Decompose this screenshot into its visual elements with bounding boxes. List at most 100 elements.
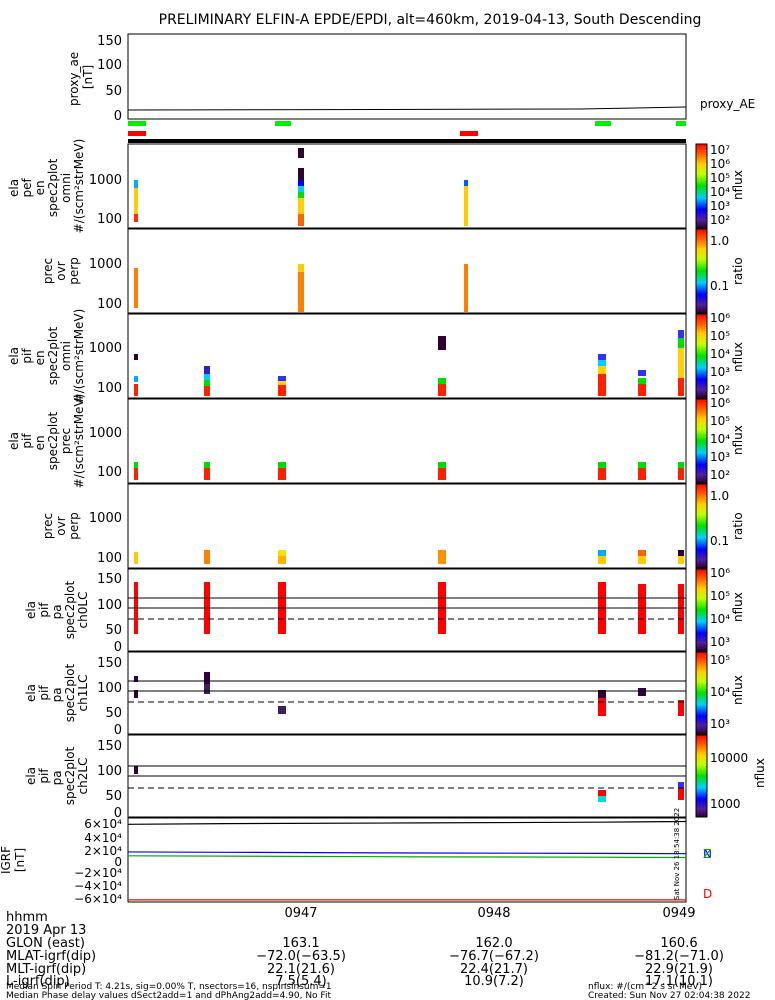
y-tick-label: 150 bbox=[97, 739, 122, 754]
ratio-cell bbox=[438, 550, 446, 564]
spectrum-cell bbox=[638, 370, 646, 376]
colorbar-tick-label: 0.1 bbox=[710, 534, 729, 548]
y-tick-label: −4×10⁴ bbox=[74, 879, 122, 893]
ratio-cell bbox=[298, 272, 304, 312]
legend-label: proxy_AE bbox=[700, 97, 755, 111]
colorbar-tick-label: 10³ bbox=[710, 365, 730, 379]
igrf-series-line bbox=[127, 820, 687, 825]
row-label: hhmm bbox=[6, 910, 48, 925]
pa-cell bbox=[278, 706, 286, 714]
y-tick-label: −2×10⁴ bbox=[74, 866, 122, 880]
spectrum-cell bbox=[204, 374, 210, 380]
spectrum-cell bbox=[134, 188, 138, 218]
row-value: 22.4(21.7) bbox=[460, 962, 528, 977]
time-tick-label: 0949 bbox=[662, 906, 695, 921]
y-tick-label: 0 bbox=[114, 723, 122, 738]
ratio-cell bbox=[204, 550, 210, 564]
colorbar-tick-label: 10⁵ bbox=[710, 653, 730, 667]
ratio-cell bbox=[278, 550, 286, 556]
time-axis: 0947 0948 0949 bbox=[284, 906, 695, 921]
pa-cell bbox=[598, 690, 606, 698]
legend-label-z: Z bbox=[703, 847, 711, 861]
time-tick-label: 0948 bbox=[477, 906, 510, 921]
colorbar bbox=[695, 228, 708, 314]
spectrum-cell bbox=[298, 148, 304, 158]
spectrum-cell bbox=[204, 468, 210, 480]
panel-prec-ovr-perp-i: precovrperp 1000 100 1.0 0.1 ratio bbox=[41, 483, 745, 569]
status-bar-red bbox=[128, 131, 146, 136]
spectrum-cell bbox=[298, 186, 304, 192]
spectrum-cell bbox=[438, 384, 446, 396]
panel-ch2lc: elapifpa spec2plotch2LC 150 100 50 0 100… bbox=[24, 734, 767, 821]
y-axis-label: proxy_ae [nT] bbox=[67, 48, 95, 106]
y-tick-label: 100 bbox=[97, 465, 122, 480]
igrf-series-line bbox=[127, 851, 687, 855]
colorbar-tick-label: 10⁷ bbox=[710, 143, 730, 157]
colorbar-label: ratio bbox=[731, 257, 745, 285]
ratio-cell bbox=[278, 556, 286, 564]
row-value: −76.7(−67.2) bbox=[449, 949, 539, 964]
spectrum-cell bbox=[598, 366, 606, 374]
status-bar-green bbox=[595, 121, 611, 126]
spectrum-cell bbox=[598, 462, 606, 468]
spectrum-cell bbox=[464, 180, 468, 186]
spectrum-cell bbox=[134, 354, 138, 360]
colorbar-tick-label: 10³ bbox=[710, 717, 730, 731]
pa-cell bbox=[204, 672, 210, 684]
panel-ch1lc: elapifpa spec2plotch1LC 150 100 50 0 10⁵… bbox=[24, 651, 745, 738]
y-tick-label: 100 bbox=[97, 381, 122, 396]
ratio-cell bbox=[464, 264, 468, 312]
y-axis-label: elapifen spec2plotomni#/(scm²strMeV) bbox=[7, 309, 86, 404]
colorbar bbox=[695, 143, 708, 229]
row-label: GLON (east) bbox=[6, 936, 85, 951]
y-tick-label: 150 bbox=[97, 34, 122, 49]
plot-frame bbox=[127, 568, 687, 652]
igrf-series-line bbox=[127, 855, 687, 859]
y-axis-label: ela pef en spec2plot omni #/(scm²strMeV) bbox=[7, 139, 86, 234]
y-tick-label: 1000 bbox=[89, 257, 122, 272]
colorbar-tick-label: 10³ bbox=[710, 635, 730, 649]
plot-frame bbox=[127, 398, 687, 484]
colorbar-tick-label: 10⁵ bbox=[710, 329, 730, 343]
y-axis-label: precovrperp bbox=[41, 512, 81, 540]
panel-igrf: IGRF[nT] 6×10⁴ 4×10⁴ 2×10⁴ 0 −2×10⁴ −4×1… bbox=[0, 808, 712, 906]
y-tick-label: 0 bbox=[114, 640, 122, 655]
colorbar-tick-label: 10000 bbox=[710, 751, 748, 765]
spectrum-cell bbox=[638, 378, 646, 384]
ratio-cell bbox=[298, 264, 304, 272]
y-tick-label: 50 bbox=[105, 789, 122, 804]
y-tick-label: 0 bbox=[114, 806, 122, 821]
plot-frame bbox=[127, 651, 687, 735]
colorbar bbox=[695, 483, 708, 569]
spectrum-cell bbox=[278, 381, 286, 385]
row-value: 162.0 bbox=[475, 936, 512, 951]
ephemeris-table: hhmm 2019 Apr 13 GLON (east) 163.1 162.0… bbox=[6, 910, 750, 1000]
ratio-cell bbox=[598, 550, 606, 556]
legend-label-d: D bbox=[703, 887, 712, 901]
plot-frame bbox=[127, 33, 687, 120]
colorbar-tick-label: 10⁴ bbox=[710, 432, 730, 446]
colorbar-tick-label: 10² bbox=[710, 468, 730, 482]
colorbar-tick-label: 10⁵ bbox=[710, 414, 730, 428]
y-tick-label: 4×10⁴ bbox=[84, 831, 122, 845]
row-value: −72.0(−63.5) bbox=[256, 949, 346, 964]
colorbar-tick-label: 10³ bbox=[710, 450, 730, 464]
plot-frame bbox=[127, 483, 687, 569]
row-label: MLT-igrf(dip) bbox=[6, 962, 86, 977]
units-note: nflux: #/(cm^2 s sr MeV) bbox=[588, 982, 702, 992]
status-bars bbox=[128, 121, 686, 143]
ratio-cell bbox=[638, 556, 646, 564]
spectrum-cell bbox=[298, 192, 304, 198]
spectrum-cell bbox=[638, 384, 646, 396]
y-axis-label: precovrperp bbox=[41, 257, 81, 285]
colorbar-tick-label: 10⁶ bbox=[710, 157, 730, 171]
row-value: 22.1(21.6) bbox=[267, 962, 335, 977]
colorbar-label: nflux bbox=[731, 342, 745, 372]
pa-cell bbox=[598, 698, 606, 716]
colorbar bbox=[695, 568, 708, 652]
row-value: 160.6 bbox=[660, 936, 697, 951]
row-label: L-igrf(dip) bbox=[6, 974, 70, 989]
pa-cell bbox=[678, 782, 684, 788]
y-tick-label: 6×10⁴ bbox=[84, 817, 122, 831]
colorbar-label: ratio bbox=[731, 512, 745, 540]
